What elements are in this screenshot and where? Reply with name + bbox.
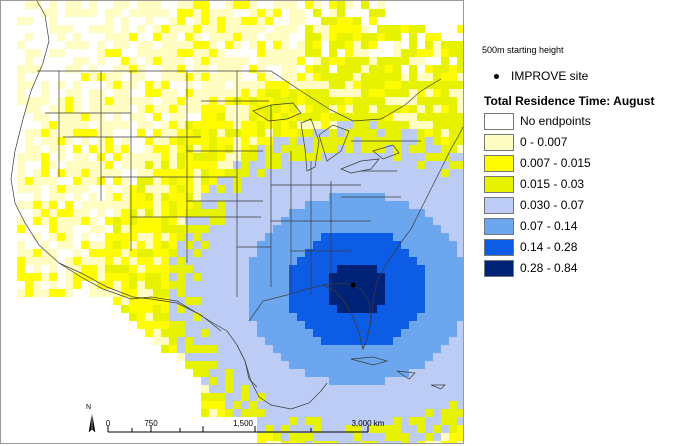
great-lakes — [252, 102, 400, 174]
legend-swatch — [484, 218, 514, 235]
map-frame — [0, 0, 464, 444]
legend-class-label: 0.14 - 0.28 — [520, 240, 578, 254]
mexico-gulf-coast — [236, 344, 328, 410]
canada-border — [37, 70, 442, 122]
improve-site-label: IMPROVE site — [511, 69, 589, 83]
legend-class-label: 0.28 - 0.84 — [520, 261, 578, 275]
residence-time-map[interactable] — [1, 1, 464, 444]
florida — [321, 282, 372, 351]
north-arrow-icon — [88, 413, 96, 433]
legend-swatch — [484, 113, 514, 130]
state-lines — [45, 71, 421, 297]
residence-grid-cells — [17, 1, 463, 443]
legend-class-label: No endpoints — [520, 114, 591, 128]
legend-swatch — [484, 155, 514, 172]
coastline — [10, 1, 463, 388]
legend-class-label: 0.007 - 0.015 — [520, 156, 591, 170]
legend-class-label: 0.030 - 0.07 — [520, 198, 585, 212]
legend-class-label: 0 - 0.007 — [520, 135, 568, 149]
improve-site-marker[interactable] — [350, 282, 356, 288]
scale-tick-750: 750 — [144, 419, 158, 428]
legend-swatch — [484, 134, 514, 151]
starting-height-label: 500m starting height — [482, 45, 564, 55]
north-label: N — [86, 404, 92, 411]
site-dot-icon — [494, 74, 499, 80]
legend-swatch — [484, 260, 514, 277]
scale-tick-0: 0 — [105, 419, 111, 428]
caribbean-islands — [350, 356, 446, 390]
scale-ruler — [107, 426, 369, 433]
mexico-border — [58, 262, 222, 332]
legend-class-label: 0.015 - 0.03 — [520, 177, 585, 191]
legend-swatch — [484, 239, 514, 256]
legend-title: Total Residence Time: August — [484, 94, 655, 108]
legend-swatch — [484, 176, 514, 193]
state-boundaries — [10, 1, 463, 410]
scale-tick-3000: 3,000 km — [351, 419, 385, 428]
improve-site-legend: IMPROVE site — [494, 69, 588, 83]
scale-bar: N 0 750 1,500 3,000 km — [82, 404, 462, 444]
scale-tick-1500: 1,500 — [232, 419, 254, 428]
legend-swatch — [484, 197, 514, 214]
legend-class-label: 0.07 - 0.14 — [520, 219, 578, 233]
